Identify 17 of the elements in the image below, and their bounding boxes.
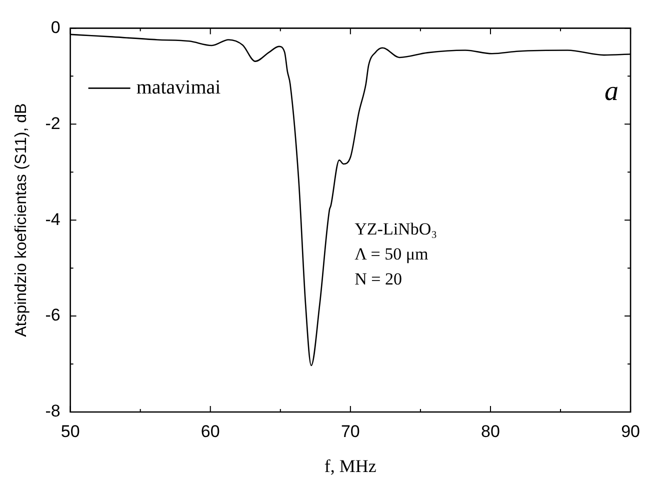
annotation: a	[604, 76, 619, 108]
x-tick-label: 80	[481, 422, 500, 441]
y-tick-label: 0	[50, 18, 60, 37]
y-tick-label: -2	[45, 114, 60, 133]
x-tick-label: 50	[60, 422, 80, 441]
annotation: YZ-LiNbO₃	[354, 219, 438, 238]
y-tick-label: -6	[45, 306, 60, 325]
legend-label: matavimai	[136, 76, 222, 98]
x-axis-title: f, MHz	[324, 456, 376, 476]
x-tick-label: 60	[200, 422, 220, 441]
x-tick-label: 70	[340, 422, 360, 441]
x-tick-label: 90	[621, 422, 640, 441]
y-tick-label: -4	[45, 210, 60, 229]
annotation: N = 20	[354, 269, 402, 288]
y-tick-label: -8	[45, 402, 60, 421]
annotation: Λ = 50 μm	[354, 244, 428, 264]
y-axis-title: Atspindzio koeficientas (S11), dB	[13, 103, 30, 337]
